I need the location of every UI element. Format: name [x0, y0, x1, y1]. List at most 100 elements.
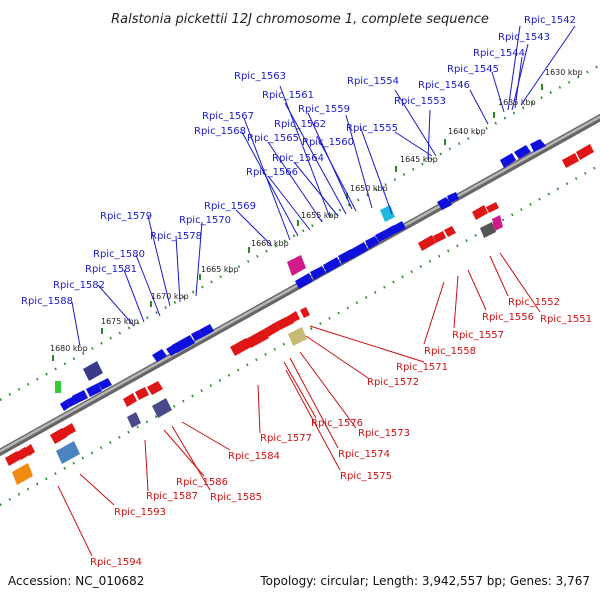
rna-gene-feature[interactable]: [55, 381, 61, 393]
gene-label[interactable]: Rpic_1588: [21, 296, 73, 307]
gene-feature[interactable]: [480, 222, 496, 238]
gene-feature[interactable]: [437, 197, 452, 210]
gene-label[interactable]: Rpic_1579: [100, 211, 152, 222]
gene-feature[interactable]: [288, 311, 300, 323]
pseudo-gene-feature[interactable]: [288, 327, 307, 346]
gene-label[interactable]: Rpic_1560: [302, 137, 354, 148]
gene-label[interactable]: Rpic_1556: [482, 312, 534, 323]
gene-label[interactable]: Rpic_1551: [540, 314, 592, 325]
gene-label[interactable]: Rpic_1552: [508, 297, 560, 308]
gene-feature[interactable]: [348, 242, 368, 259]
gene-label[interactable]: Rpic_1594: [90, 557, 142, 568]
gene-feature[interactable]: [295, 273, 313, 289]
gene-label[interactable]: Rpic_1564: [272, 153, 324, 164]
gene-label[interactable]: Rpic_1559: [298, 104, 350, 115]
gene-feature[interactable]: [5, 451, 21, 466]
gene-label[interactable]: Rpic_1581: [85, 264, 137, 275]
gene-feature[interactable]: [310, 266, 326, 280]
gene-feature[interactable]: [530, 139, 546, 152]
gene-label[interactable]: Rpic_1577: [260, 433, 312, 444]
gene-feature[interactable]: [323, 257, 341, 273]
gene-label[interactable]: Rpic_1566: [246, 167, 298, 178]
gene-label[interactable]: Rpic_1572: [367, 377, 419, 388]
scale-tick-label: 1670 kbp: [151, 292, 189, 301]
gene-feature[interactable]: [152, 349, 167, 362]
gene-feature[interactable]: [199, 324, 214, 337]
gene-feature[interactable]: [147, 381, 163, 395]
gene-feature[interactable]: [486, 202, 499, 213]
gene-feature[interactable]: [393, 221, 406, 233]
gene-label[interactable]: Rpic_1593: [114, 507, 166, 518]
gene-feature[interactable]: [135, 387, 149, 400]
gene-label[interactable]: Rpic_1585: [210, 492, 262, 503]
gene-feature[interactable]: [12, 463, 33, 485]
gene-feature[interactable]: [56, 441, 80, 464]
gene-feature[interactable]: [472, 205, 488, 220]
gene-label[interactable]: Rpic_1553: [394, 96, 446, 107]
gene-label[interactable]: Rpic_1544: [473, 48, 525, 59]
gene-label[interactable]: Rpic_1569: [204, 201, 256, 212]
gene-label[interactable]: Rpic_1574: [338, 449, 390, 460]
rna-gene-feature[interactable]: [380, 205, 395, 222]
gene-feature[interactable]: [365, 236, 379, 249]
gene-label[interactable]: Rpic_1584: [228, 451, 280, 462]
gene-feature[interactable]: [447, 192, 459, 203]
gene-label[interactable]: Rpic_1562: [274, 119, 326, 130]
gene-label[interactable]: Rpic_1571: [396, 362, 448, 373]
gene-feature[interactable]: [264, 322, 280, 337]
gene-feature[interactable]: [514, 145, 531, 159]
gene-label[interactable]: Rpic_1563: [234, 71, 286, 82]
gene-feature[interactable]: [86, 383, 102, 397]
gene-feature[interactable]: [172, 335, 195, 353]
gene-label[interactable]: Rpic_1565: [247, 133, 299, 144]
gene-feature[interactable]: [17, 447, 29, 460]
gene-feature[interactable]: [562, 153, 579, 168]
gene-label[interactable]: Rpic_1586: [176, 477, 228, 488]
gene-feature[interactable]: [127, 412, 141, 428]
gene-feature[interactable]: [576, 144, 594, 160]
gene-label[interactable]: Rpic_1570: [179, 215, 231, 226]
gene-label[interactable]: Rpic_1561: [262, 90, 314, 101]
gene-label[interactable]: Rpic_1542: [524, 15, 576, 26]
gene-feature[interactable]: [98, 378, 112, 390]
gene-label[interactable]: Rpic_1568: [194, 126, 246, 137]
gene-feature[interactable]: [418, 235, 436, 251]
gene-feature[interactable]: [433, 231, 446, 243]
gene-feature[interactable]: [152, 398, 172, 418]
gene-label[interactable]: Rpic_1582: [53, 280, 105, 291]
gene-label[interactable]: Rpic_1557: [452, 330, 504, 341]
gene-feature[interactable]: [60, 423, 76, 438]
accession-text: Accession: NC_010682: [8, 574, 144, 588]
rna-gene-feature[interactable]: [287, 255, 306, 276]
gene-feature[interactable]: [444, 226, 456, 237]
gene-feature[interactable]: [191, 330, 203, 341]
bottom-gene-labels: Rpic_1551 Rpic_1552 Rpic_1556 Rpic_1557 …: [90, 297, 592, 568]
gene-feature[interactable]: [83, 361, 103, 381]
gene-feature[interactable]: [123, 393, 137, 407]
gene-feature[interactable]: [276, 315, 294, 330]
gene-feature[interactable]: [25, 444, 35, 456]
gene-label[interactable]: Rpic_1555: [346, 123, 398, 134]
scale-tick-label: 1630 kbp: [545, 68, 583, 77]
rna-gene-feature[interactable]: [492, 215, 503, 231]
gene-feature[interactable]: [500, 153, 516, 168]
gene-label[interactable]: Rpic_1546: [418, 80, 470, 91]
gene-feature[interactable]: [230, 338, 251, 356]
gene-label[interactable]: Rpic_1587: [146, 491, 198, 502]
gene-feature[interactable]: [72, 390, 88, 404]
gene-feature[interactable]: [375, 230, 389, 242]
gene-label[interactable]: Rpic_1578: [150, 231, 202, 242]
gene-feature[interactable]: [300, 307, 310, 318]
gene-label[interactable]: Rpic_1554: [347, 76, 399, 87]
scale-tick-label: 1680 kbp: [50, 344, 88, 353]
gene-label[interactable]: Rpic_1575: [340, 471, 392, 482]
gene-label[interactable]: Rpic_1573: [358, 428, 410, 439]
gene-label[interactable]: Rpic_1576: [311, 418, 363, 429]
gene-label[interactable]: Rpic_1558: [424, 346, 476, 357]
gene-feature[interactable]: [60, 400, 70, 411]
gene-label[interactable]: Rpic_1543: [498, 32, 550, 43]
gene-label[interactable]: Rpic_1567: [202, 111, 254, 122]
gene-label[interactable]: Rpic_1580: [93, 249, 145, 260]
gene-feature[interactable]: [246, 329, 269, 348]
gene-label[interactable]: Rpic_1545: [447, 64, 499, 75]
